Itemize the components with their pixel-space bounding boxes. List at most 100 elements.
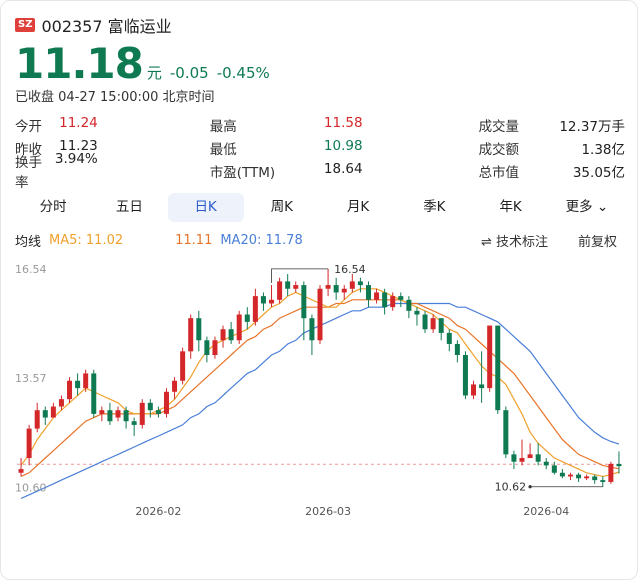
tab-daily-k[interactable]: 日K [167, 193, 244, 222]
tab-intraday[interactable]: 分时 [39, 199, 67, 215]
candle[interactable] [422, 310, 428, 333]
candle[interactable] [317, 285, 323, 344]
candle[interactable] [511, 450, 517, 470]
candle[interactable] [147, 399, 153, 418]
candle[interactable] [495, 325, 501, 414]
candle[interactable] [115, 406, 121, 422]
candle[interactable] [341, 285, 347, 300]
tech-annotation-toggle[interactable]: ⇌ 技术标注 [480, 235, 548, 250]
candle[interactable] [139, 399, 145, 429]
candle[interactable] [454, 340, 460, 363]
market-badge: SZ [15, 18, 36, 32]
candle[interactable] [374, 288, 380, 304]
candle[interactable] [333, 277, 339, 300]
candle[interactable] [414, 307, 420, 326]
stat-value: 35.05亿 [572, 164, 625, 181]
candle[interactable] [212, 336, 218, 359]
candle[interactable] [269, 285, 275, 308]
candle[interactable] [236, 310, 242, 344]
candle[interactable] [365, 281, 371, 308]
candle[interactable] [479, 351, 485, 403]
candle[interactable] [576, 472, 582, 482]
candle[interactable] [584, 474, 590, 481]
candle[interactable] [349, 274, 355, 293]
candle[interactable] [430, 314, 436, 333]
candle[interactable] [228, 321, 234, 344]
candle[interactable] [616, 451, 622, 474]
candle[interactable] [42, 406, 48, 425]
tech-annotation-label: 技术标注 [495, 235, 548, 250]
candle[interactable] [527, 443, 533, 459]
candle[interactable] [123, 406, 129, 429]
candle[interactable] [107, 402, 113, 425]
candle[interactable] [406, 296, 412, 319]
candle[interactable] [471, 380, 477, 400]
candle[interactable] [244, 307, 250, 330]
candle[interactable] [309, 314, 315, 355]
candle[interactable] [196, 310, 202, 352]
candle[interactable] [519, 439, 525, 466]
tab-monthly-k[interactable]: 月K [346, 199, 370, 215]
candle[interactable] [188, 314, 194, 359]
candle[interactable] [462, 351, 468, 400]
candle[interactable] [285, 274, 291, 297]
candle[interactable] [58, 395, 64, 411]
candle[interactable] [83, 369, 89, 392]
candle[interactable] [67, 377, 73, 403]
candle[interactable] [592, 474, 598, 484]
candle[interactable] [535, 443, 541, 466]
candle[interactable] [357, 277, 363, 293]
candlestick-chart[interactable]: 16.54 13.57 10.60 2026-02 2026-03 2026-04 16.… [1, 253, 637, 533]
candle[interactable] [50, 402, 56, 418]
price-change-pct: -0.45% [216, 64, 270, 82]
candle[interactable] [172, 377, 178, 400]
candle[interactable] [131, 417, 137, 436]
candle[interactable] [260, 292, 266, 311]
candle[interactable] [559, 469, 565, 479]
candle[interactable] [438, 318, 444, 341]
stat-value: 1.38亿 [581, 141, 625, 158]
candle[interactable] [390, 292, 396, 311]
adjust-toggle[interactable]: 前复权 [577, 235, 617, 250]
candle[interactable] [600, 476, 606, 487]
tab-five-day[interactable]: 五日 [115, 199, 143, 215]
candle[interactable] [277, 277, 283, 304]
stock-code-name[interactable]: 002357 富临运业 [41, 17, 172, 36]
tab-quarterly-k[interactable]: 季K [423, 199, 446, 215]
candle[interactable] [163, 388, 169, 418]
stats-row: 昨收 11.23 最低 10.98 成交额 1.38亿 [15, 136, 625, 159]
candle[interactable] [18, 458, 24, 477]
candle[interactable] [180, 347, 186, 385]
candle[interactable] [551, 461, 557, 475]
candle[interactable] [155, 406, 161, 418]
candle[interactable] [204, 336, 210, 363]
candle[interactable] [487, 325, 493, 392]
candle[interactable] [293, 281, 299, 293]
candle[interactable] [99, 406, 105, 422]
candle[interactable] [75, 373, 81, 396]
candle[interactable] [608, 461, 614, 484]
candle[interactable] [325, 268, 331, 297]
candle[interactable] [567, 472, 573, 481]
candle[interactable] [301, 281, 307, 341]
candle[interactable] [398, 292, 404, 308]
x-tick-label: 2026-03 [305, 505, 351, 518]
stat-label: 成交额 [478, 141, 520, 158]
candle[interactable] [382, 288, 388, 315]
candle[interactable] [543, 458, 549, 470]
candle[interactable] [91, 369, 97, 418]
candle[interactable] [252, 288, 258, 326]
stat-label: 昨收 [15, 141, 42, 158]
tab-yearly-k[interactable]: 年K [499, 199, 522, 215]
price-row: 11.18 元 -0.05 -0.45% [15, 39, 270, 88]
candle[interactable] [26, 424, 32, 466]
stat-label: 最低 [209, 141, 237, 158]
candle[interactable] [446, 329, 452, 352]
tab-more[interactable]: 更多 ⌄ [565, 199, 609, 215]
candle[interactable] [34, 402, 40, 433]
stat-label: 最高 [209, 118, 237, 135]
candle[interactable] [503, 406, 509, 459]
tab-weekly-k[interactable]: 周K [270, 199, 294, 215]
candle[interactable] [220, 325, 226, 348]
